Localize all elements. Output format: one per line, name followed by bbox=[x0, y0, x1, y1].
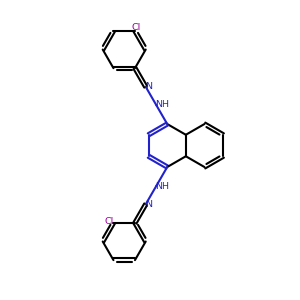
Text: NH: NH bbox=[155, 100, 169, 109]
Text: N: N bbox=[145, 82, 152, 91]
Text: NH: NH bbox=[155, 182, 169, 191]
Text: Cl: Cl bbox=[132, 23, 141, 32]
Text: N: N bbox=[145, 200, 152, 209]
Text: Cl: Cl bbox=[104, 217, 114, 226]
